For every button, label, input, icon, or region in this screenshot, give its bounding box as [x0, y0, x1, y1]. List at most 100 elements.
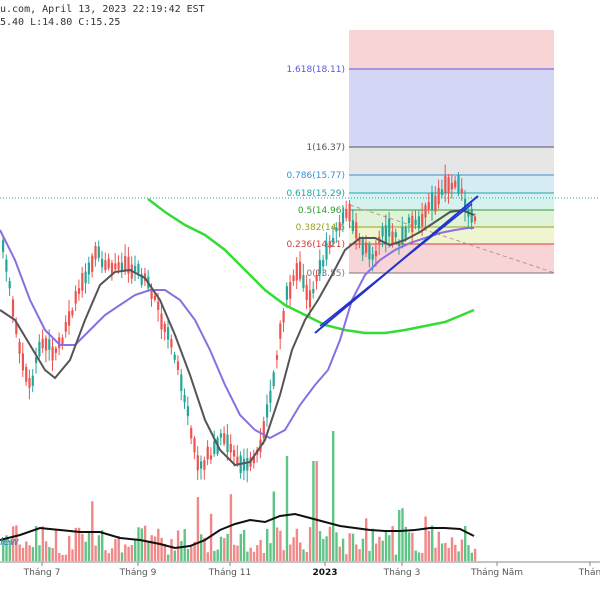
candle-body: [444, 175, 447, 193]
candle-body: [104, 260, 107, 271]
volume-bar: [256, 545, 259, 561]
sma-long-line: [147, 198, 475, 335]
candle-body: [299, 261, 302, 280]
volume-ma-line: [0, 512, 475, 550]
candle-body: [223, 433, 226, 444]
volume-bar: [21, 547, 25, 561]
candle-body: [25, 366, 28, 382]
candle-body: [58, 337, 61, 349]
volume-bar: [150, 535, 153, 561]
volume-bar: [355, 544, 358, 561]
candle-body: [318, 260, 321, 274]
volume-bar: [394, 554, 398, 561]
candle-body: [157, 301, 160, 310]
volume-bar: [58, 553, 61, 561]
volume-bar: [48, 547, 51, 561]
candle-body: [266, 404, 269, 418]
volume-bar: [464, 525, 467, 561]
candle-body: [190, 427, 193, 439]
x-axis-label: Tháng Năm: [470, 568, 523, 578]
volume-bar: [18, 544, 21, 561]
chart-header-ohlc: 5.40 L:14.80 C:15.25: [0, 17, 121, 28]
candle-body: [335, 227, 338, 232]
fib-level-label: 0(13.55): [306, 269, 345, 279]
candle-body: [328, 241, 331, 248]
volume-bar: [470, 552, 473, 561]
candle-body: [206, 446, 209, 460]
volume-bar: [378, 536, 381, 561]
volume-bar: [167, 554, 170, 561]
volume-bar: [262, 553, 266, 561]
volume-bar: [275, 527, 279, 561]
candle-body: [127, 256, 130, 274]
candle-body: [460, 188, 463, 194]
candle-body: [450, 182, 453, 190]
volume-bar: [404, 526, 407, 561]
candle-body: [97, 246, 100, 258]
candle-body: [388, 218, 391, 237]
candle-body: [68, 311, 71, 326]
volume-bar: [74, 527, 77, 561]
fib-level-label: 0.382(14.6: [296, 223, 346, 233]
candle-body: [407, 217, 411, 224]
volume-bar: [213, 550, 216, 561]
volume-bar: [447, 547, 450, 561]
volume-bar: [28, 545, 31, 561]
volume-bar: [368, 550, 371, 561]
x-axis-label: Thán: [578, 568, 600, 578]
candle-body: [417, 216, 420, 229]
candle-body: [302, 275, 305, 289]
candle-body: [44, 338, 48, 351]
volume-bar: [411, 532, 414, 561]
candle-body: [401, 227, 404, 244]
volume-bar: [322, 538, 325, 561]
candle-body: [213, 441, 216, 454]
volume-bar: [358, 549, 361, 561]
fib-band: [349, 193, 554, 210]
fib-band: [349, 227, 554, 244]
candle-body: [110, 262, 114, 275]
volume-bar: [282, 550, 285, 561]
candle-body: [312, 288, 315, 294]
volume-bar: [272, 491, 275, 561]
volume-bar: [200, 534, 203, 561]
candle-body: [200, 461, 203, 469]
volume-bar: [114, 538, 117, 561]
candle-body: [308, 290, 312, 308]
candle-body: [358, 237, 361, 243]
candle-body: [282, 311, 285, 323]
candle-body: [137, 263, 140, 274]
volume-bar: [170, 539, 173, 561]
volume-bar: [137, 527, 140, 561]
candle-body: [183, 394, 186, 403]
fib-band: [349, 244, 554, 273]
volume-bar: [341, 538, 345, 561]
volume-bar: [437, 531, 440, 561]
volume-bar: [130, 544, 134, 561]
volume-bar: [381, 540, 384, 561]
volume-bar: [209, 513, 213, 561]
candle-body: [285, 286, 288, 300]
watermark-text: iew: [0, 535, 19, 548]
volume-bar: [87, 531, 91, 561]
volume-bar: [11, 526, 15, 561]
candle-body: [246, 458, 249, 471]
x-axis: Tháng 7 Tháng 9 Tháng 11 2023 Tháng 3 Tháng N…: [23, 562, 600, 578]
volume-bar: [183, 529, 186, 561]
candle-body: [338, 222, 341, 231]
candles: [2, 164, 477, 483]
volume-bar: [266, 528, 269, 561]
candle-body: [434, 195, 437, 212]
volume-bar: [64, 554, 68, 561]
volume-bar: [454, 544, 457, 561]
volume-bar: [226, 533, 229, 561]
volume-bars: [2, 431, 477, 561]
volume-bar: [351, 533, 355, 561]
volume-bar: [190, 546, 193, 561]
candle-body: [262, 421, 265, 438]
candle-body: [203, 460, 206, 470]
volume-bar: [117, 536, 120, 561]
volume-bar: [71, 549, 74, 561]
